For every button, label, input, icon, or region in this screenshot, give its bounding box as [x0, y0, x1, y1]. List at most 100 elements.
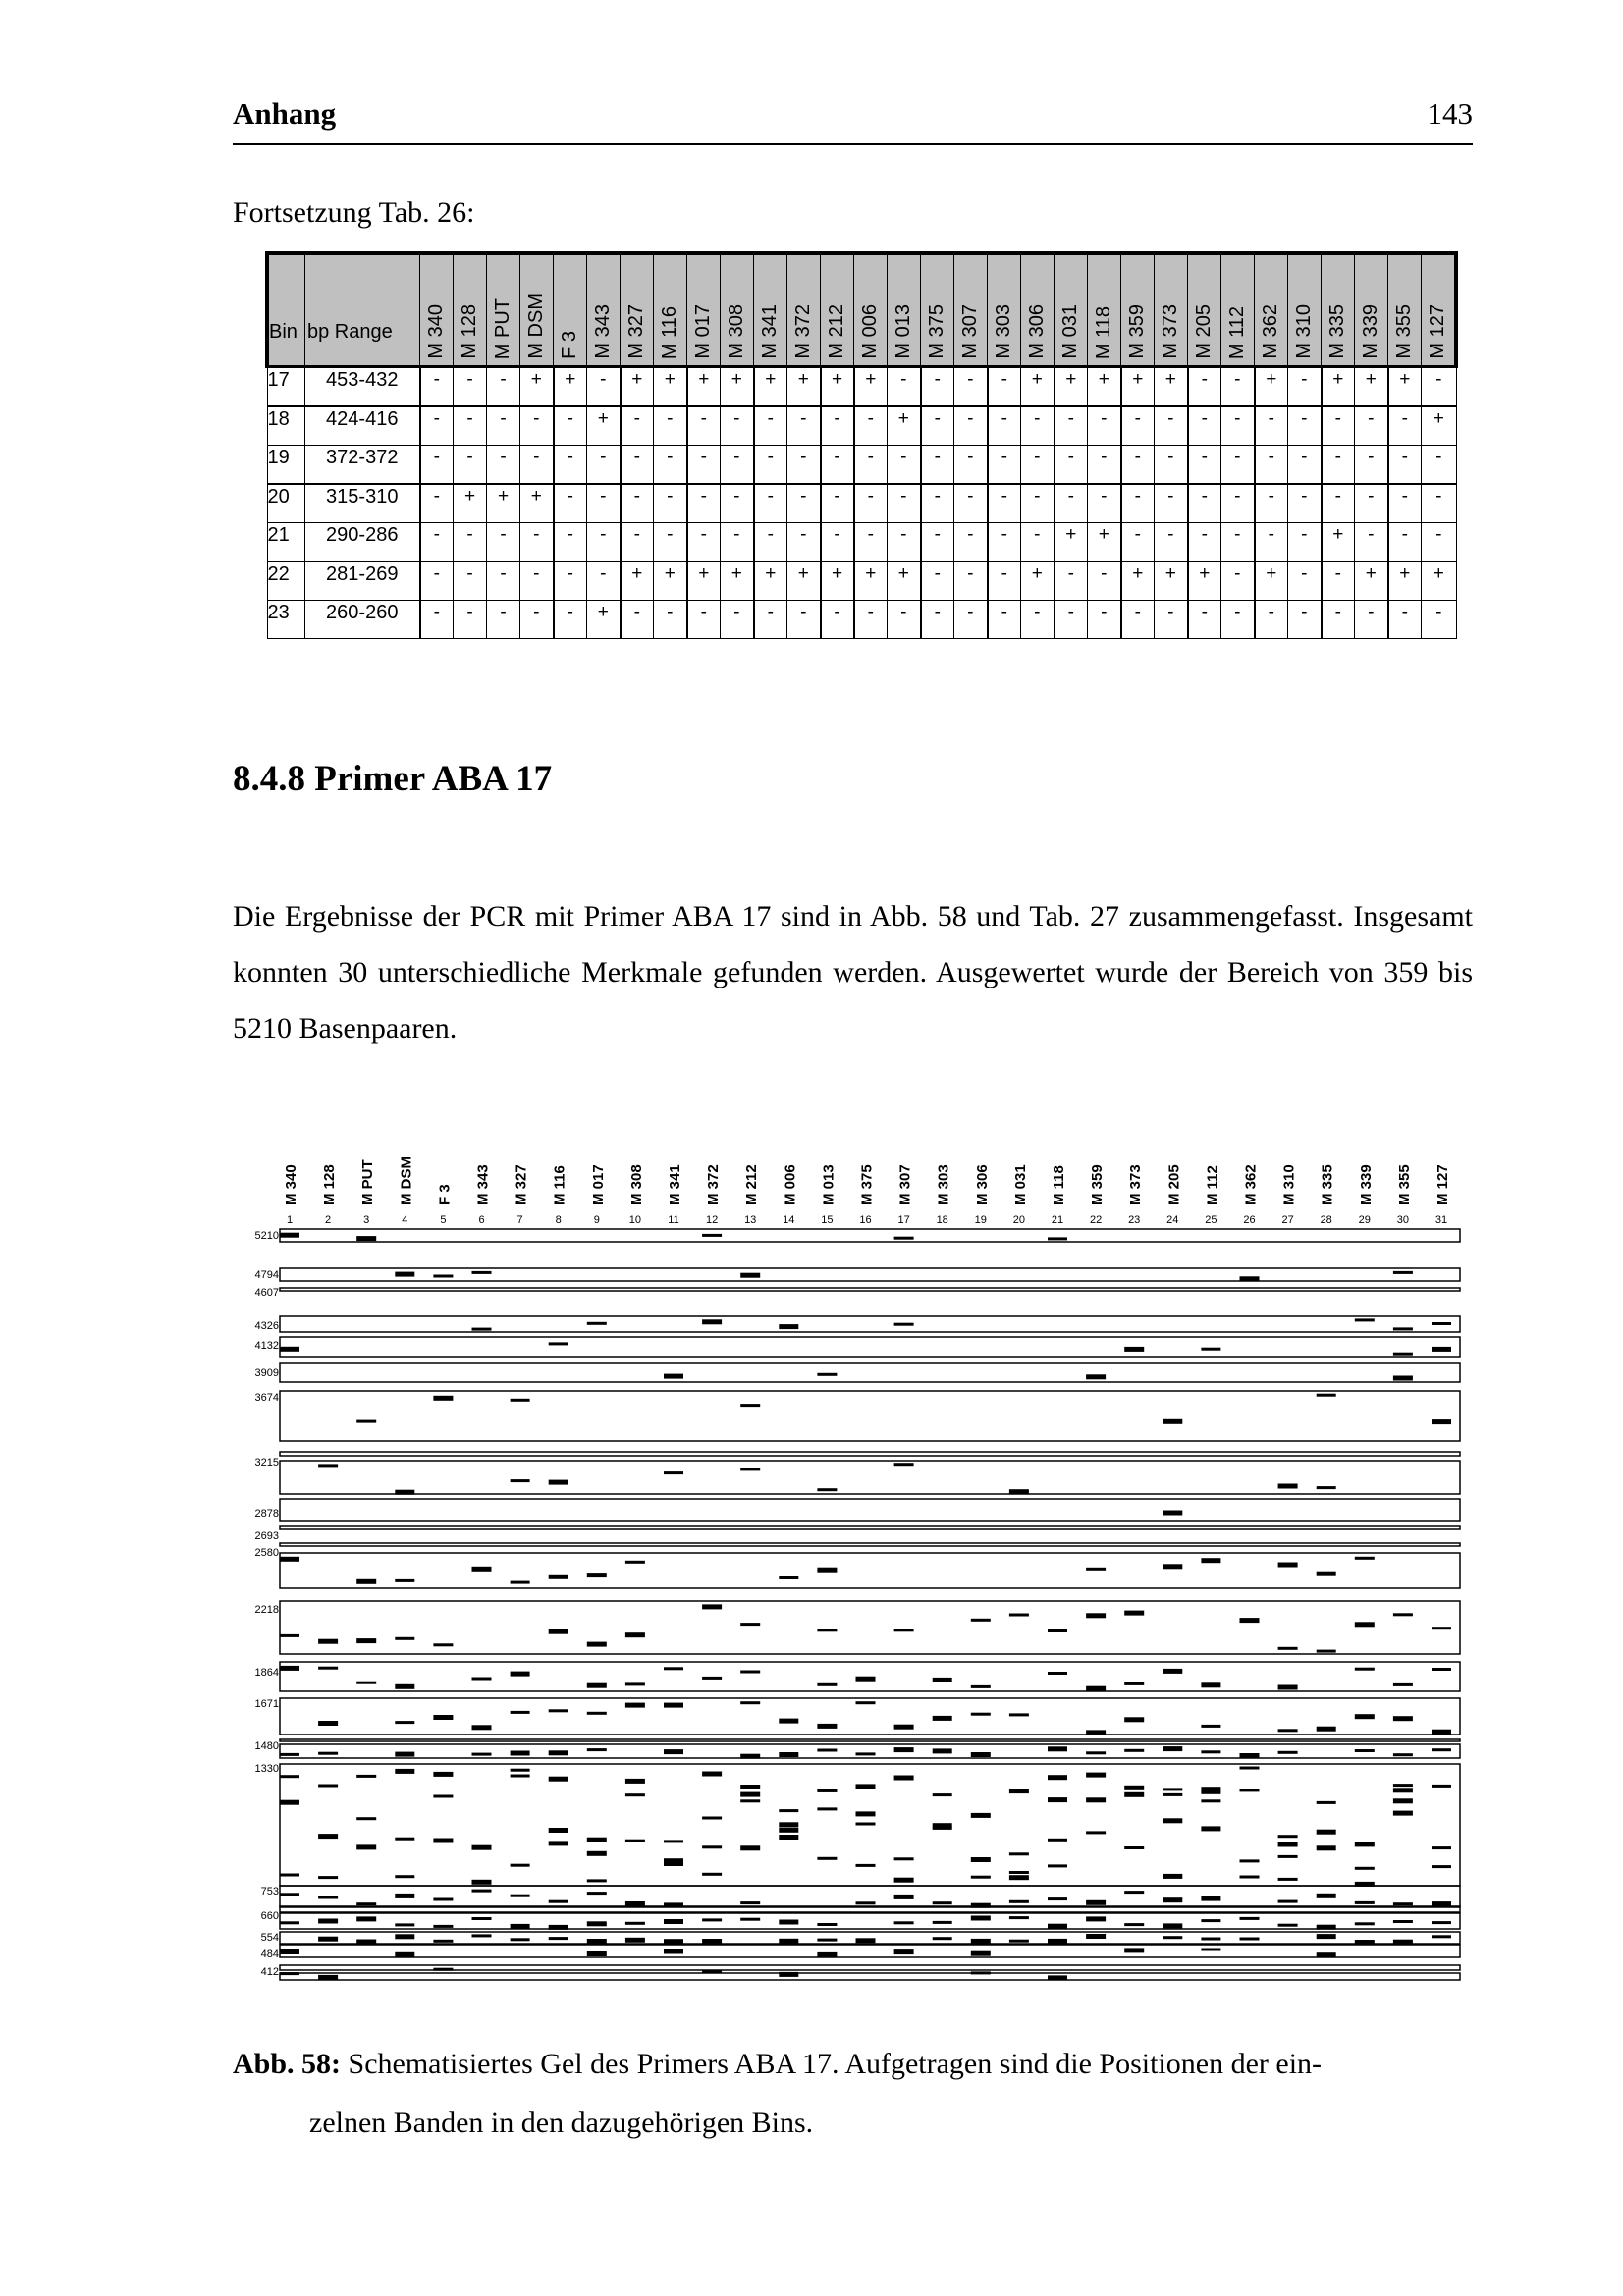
presence-cell: -	[519, 405, 554, 446]
band	[1086, 1772, 1107, 1778]
band	[1048, 1838, 1067, 1842]
presence-cell: -	[1154, 445, 1188, 485]
band	[1392, 1753, 1413, 1757]
lane-number: 12	[706, 1214, 718, 1226]
band	[1124, 1846, 1145, 1849]
band	[1201, 1937, 1221, 1941]
ladder-label: 2218	[255, 1604, 279, 1616]
band	[586, 1641, 607, 1647]
presence-cell: -	[486, 445, 520, 485]
presence-cell: -	[552, 600, 587, 639]
band	[779, 1809, 799, 1813]
band	[702, 1816, 723, 1820]
band	[1239, 1276, 1260, 1282]
band	[624, 1901, 645, 1906]
band	[280, 1873, 299, 1877]
band	[817, 1748, 838, 1752]
band	[1124, 1791, 1145, 1797]
band	[318, 1464, 339, 1468]
band	[1201, 1919, 1221, 1923]
presence-cell: -	[1220, 405, 1255, 446]
band	[586, 1951, 607, 1956]
band	[1086, 1613, 1107, 1619]
band	[548, 1828, 568, 1833]
band	[932, 1826, 952, 1830]
band	[664, 1667, 683, 1671]
bin-box	[279, 1931, 1461, 1945]
band	[740, 1272, 761, 1278]
presence-cell: -	[1354, 445, 1388, 485]
band	[740, 1901, 761, 1905]
presence-cell: -	[1320, 600, 1355, 639]
band	[740, 1785, 761, 1789]
presence-cell: -	[519, 561, 554, 601]
band	[932, 1793, 952, 1797]
band	[1239, 1618, 1260, 1624]
presence-cell: -	[986, 561, 1021, 601]
band	[586, 1921, 607, 1927]
band	[893, 1322, 914, 1326]
band	[395, 1923, 415, 1927]
band	[586, 1573, 607, 1578]
lane-number: 28	[1321, 1214, 1332, 1226]
band	[1432, 1901, 1451, 1907]
band	[1163, 1818, 1183, 1824]
band	[318, 1721, 339, 1726]
band	[1201, 1724, 1221, 1728]
band	[970, 1950, 991, 1956]
band	[855, 1901, 876, 1905]
band	[893, 1629, 914, 1632]
band	[1432, 1346, 1451, 1352]
band	[893, 1463, 914, 1467]
band	[1008, 1875, 1029, 1881]
band	[740, 1670, 761, 1674]
lane-number: 20	[1013, 1214, 1025, 1226]
band	[1163, 1510, 1183, 1516]
band	[433, 1897, 454, 1901]
band	[1201, 1787, 1221, 1792]
band	[548, 1899, 568, 1903]
band	[740, 1701, 761, 1705]
lane-number: 5	[440, 1214, 446, 1226]
band	[471, 1917, 492, 1920]
band	[318, 1666, 339, 1670]
band	[510, 1938, 530, 1942]
ladder-label: 484	[261, 1949, 279, 1960]
band	[1086, 1899, 1107, 1905]
band	[624, 1839, 645, 1842]
band	[318, 1638, 339, 1644]
band	[1277, 1842, 1298, 1847]
band	[779, 1919, 799, 1925]
lane-number: 22	[1090, 1214, 1102, 1226]
presence-cell: -	[1186, 522, 1221, 562]
band	[318, 1751, 339, 1755]
presence-cell: -	[519, 522, 554, 562]
band	[893, 1724, 914, 1730]
band	[779, 1938, 799, 1944]
presence-cell: -	[786, 522, 821, 562]
presence-cell: +	[1421, 405, 1457, 446]
band	[510, 1710, 530, 1714]
band	[433, 1395, 454, 1401]
band	[855, 1676, 876, 1682]
lane-number: 19	[975, 1214, 987, 1226]
table-row: 19 372-372- - - - - - - - - - - - - - - - - - - - - - - - - - - - - - -	[266, 445, 1457, 485]
band	[510, 1750, 530, 1756]
band	[395, 1893, 415, 1898]
band	[1048, 1672, 1067, 1675]
column-header-sample: M 373	[1154, 251, 1188, 368]
band	[356, 1638, 377, 1644]
presence-cell: -	[1421, 522, 1457, 562]
band	[1086, 1916, 1107, 1922]
band	[1277, 1899, 1298, 1903]
presence-cell: +	[1053, 522, 1088, 562]
presence-cell: -	[1287, 522, 1322, 562]
band	[740, 1799, 761, 1803]
band	[1086, 1797, 1107, 1803]
lane-label: M 306	[974, 1164, 991, 1205]
band	[817, 1951, 838, 1957]
band	[356, 1681, 377, 1684]
band	[433, 1643, 454, 1647]
band	[1008, 1613, 1029, 1617]
